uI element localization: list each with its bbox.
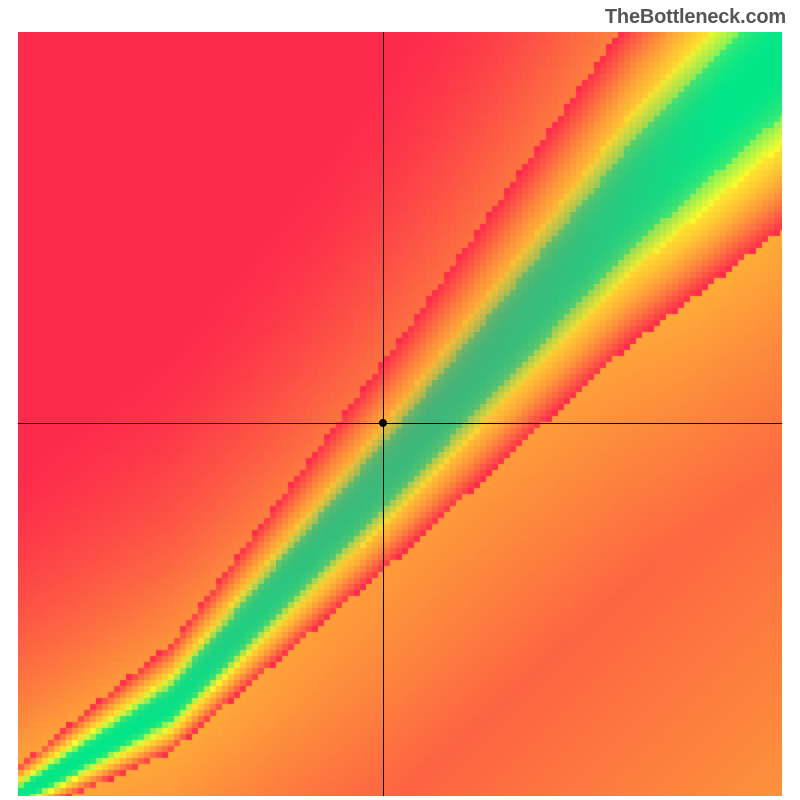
crosshair-horizontal xyxy=(18,423,782,424)
crosshair-point xyxy=(379,419,387,427)
watermark-text: TheBottleneck.com xyxy=(605,6,786,29)
heatmap-plot xyxy=(18,32,782,796)
crosshair-vertical xyxy=(383,32,384,796)
heatmap-canvas xyxy=(18,32,782,796)
